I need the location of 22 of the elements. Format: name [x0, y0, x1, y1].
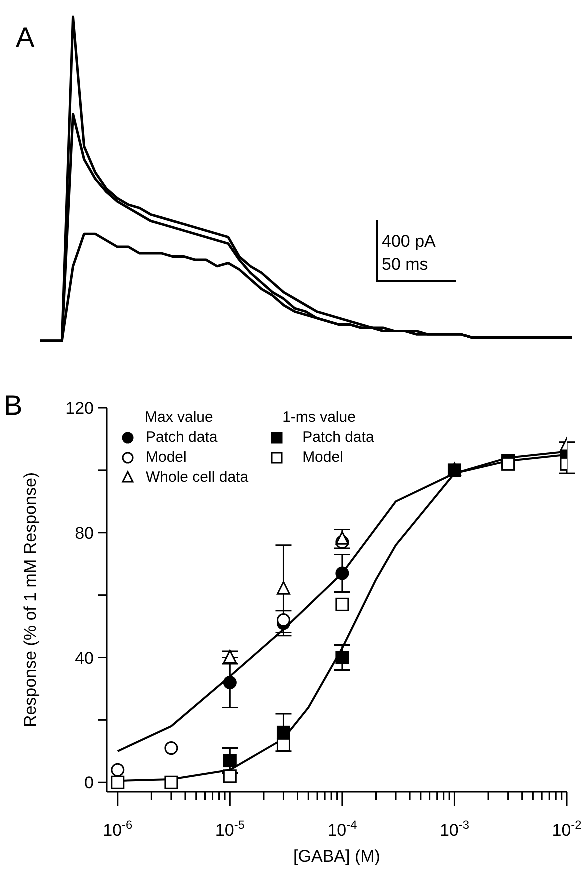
- legend-label: Model: [146, 448, 187, 468]
- x-tick-label: 10$^{-2}$: [552, 818, 582, 840]
- y-tick-label: 80: [75, 524, 94, 543]
- x-tick-label: 10$^{-5}$: [215, 818, 246, 840]
- legend-label: Model: [302, 448, 344, 468]
- y-tick-label: 120: [66, 399, 94, 418]
- legend-label: Patch data: [302, 428, 374, 448]
- annotation: 1-ms value: [282, 408, 357, 428]
- x-tick-label: 10$^{-3}$: [440, 818, 470, 840]
- text: B: [4, 390, 23, 422]
- legend-label: Patch data: [146, 428, 218, 448]
- y-tick-label: 0: [84, 774, 94, 793]
- y-axis-title: Response (% of 1 mM Response): [21, 472, 40, 728]
- annotation: A: [16, 22, 35, 54]
- annotation: 400 pA: [382, 232, 436, 252]
- x-axis-title: [GABA] (M): [294, 847, 380, 866]
- annotation: 50 ms: [382, 255, 428, 275]
- x-tick-label: 10$^{-4}$: [328, 818, 358, 840]
- x-tick-label: 10$^{-6}$: [103, 818, 134, 840]
- y-tick-label: 40: [75, 648, 94, 668]
- legend-label: Whole cell data: [146, 468, 249, 488]
- annotation: Max value: [144, 408, 214, 428]
